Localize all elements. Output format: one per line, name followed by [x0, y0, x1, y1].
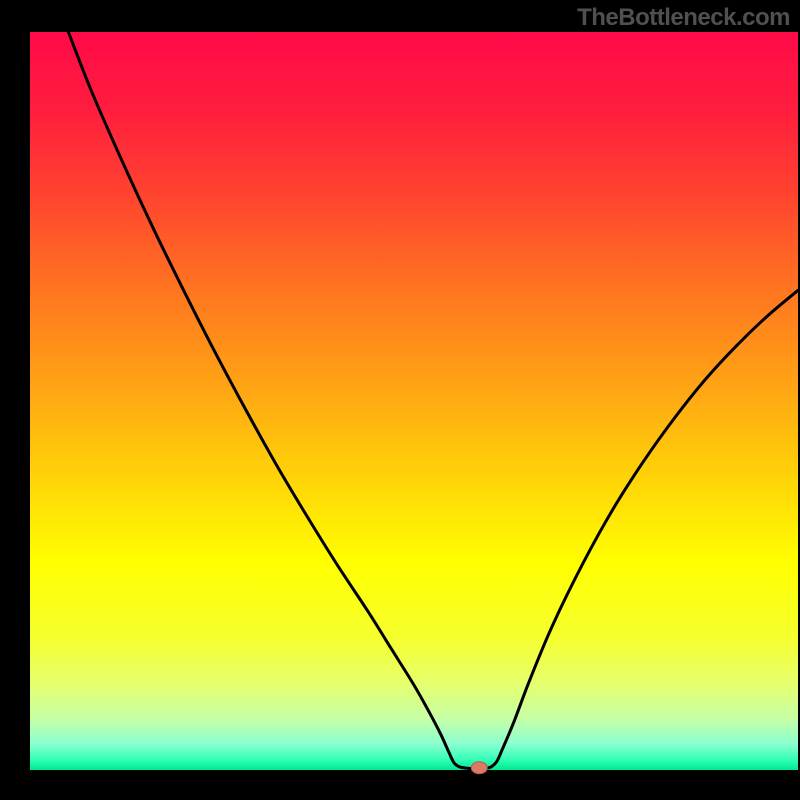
plot-area [30, 32, 798, 770]
chart-container: TheBottleneck.com [0, 0, 800, 800]
watermark-text: TheBottleneck.com [577, 4, 790, 32]
optimal-point-marker [471, 762, 487, 774]
bottleneck-chart [0, 0, 800, 800]
